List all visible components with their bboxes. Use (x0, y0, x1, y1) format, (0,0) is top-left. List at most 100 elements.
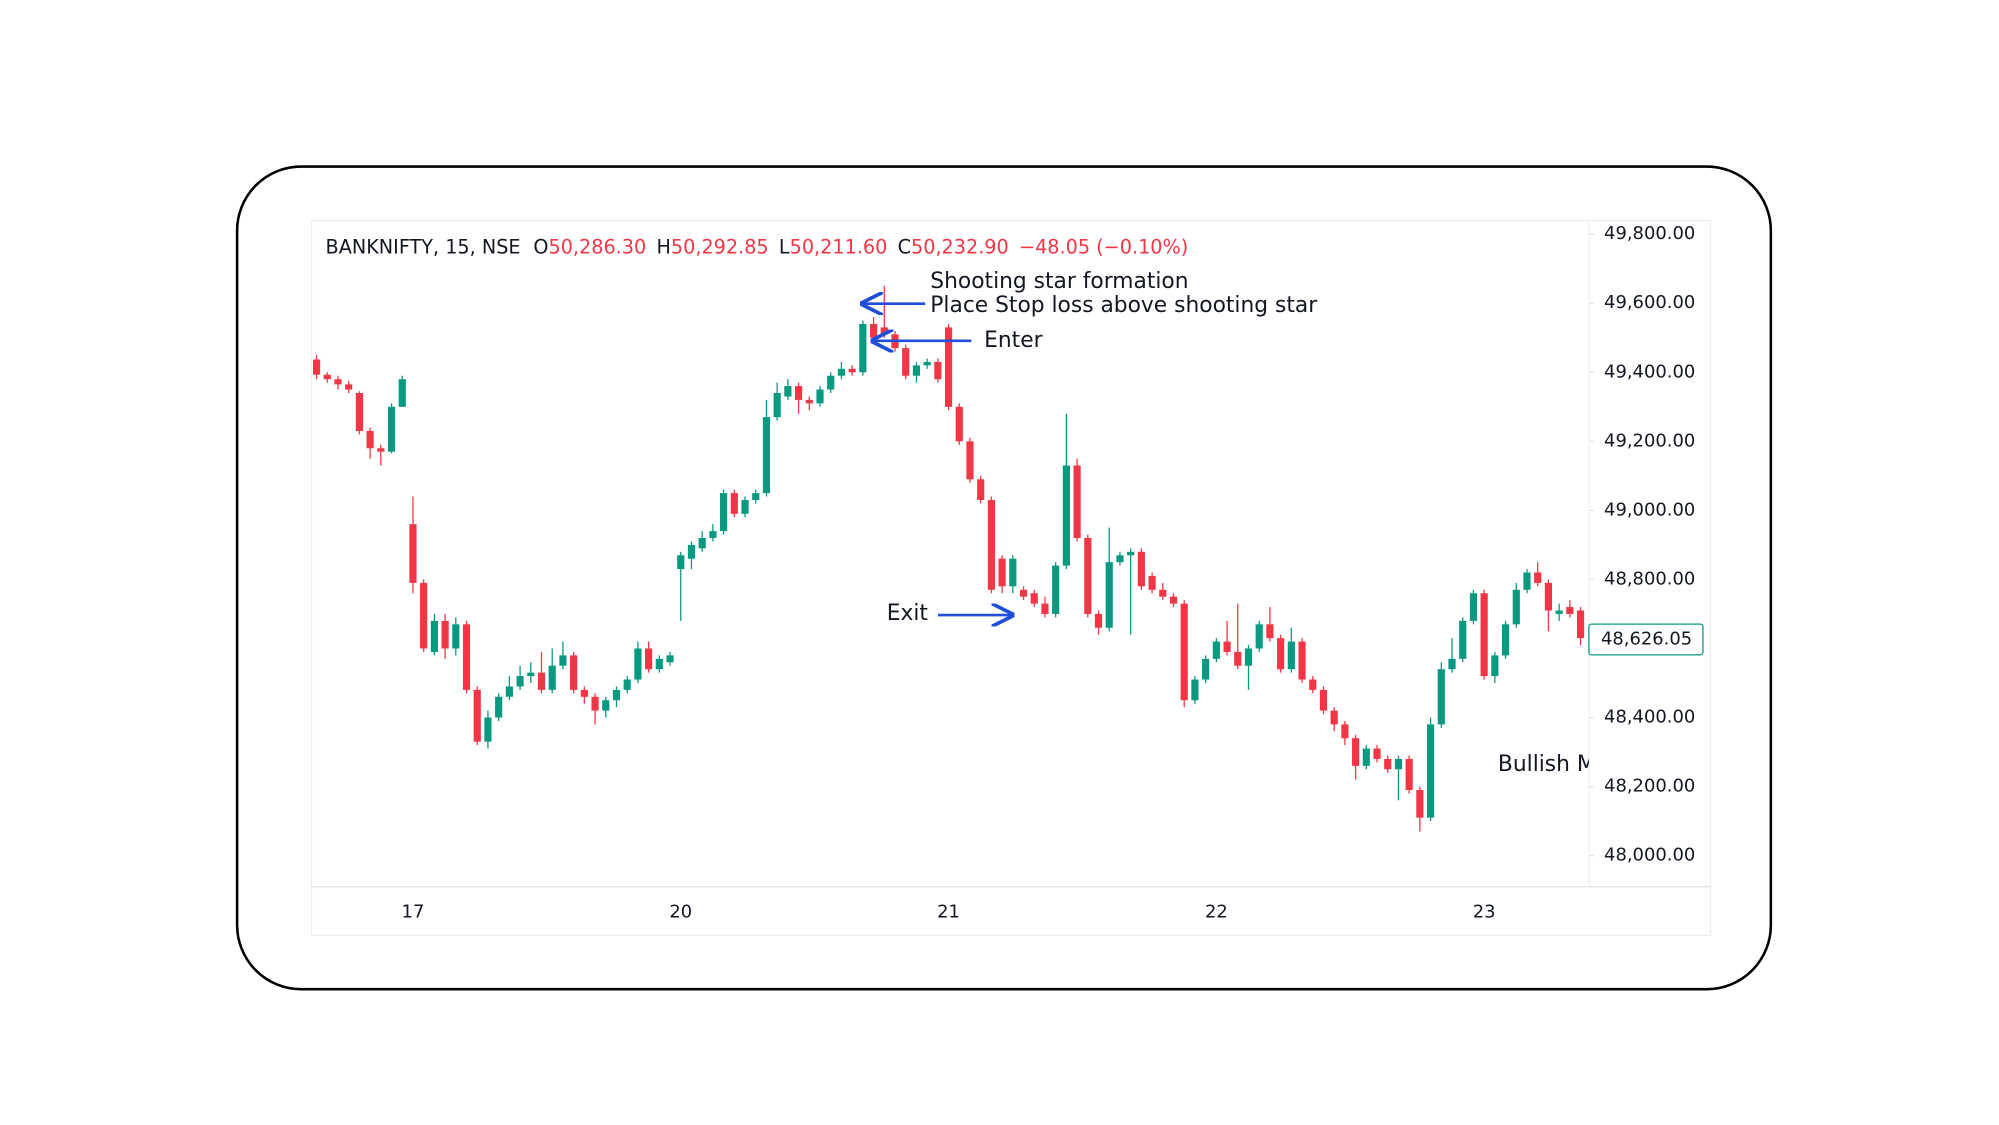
candle-body (1255, 624, 1263, 649)
ohlc-value: 50,211.60 (790, 235, 888, 258)
candle-body (591, 696, 599, 711)
candle-body (537, 672, 546, 690)
candle-body (1319, 689, 1328, 711)
x-tick-label: 21 (937, 901, 960, 922)
candle-body (1427, 724, 1435, 818)
candle-body (452, 624, 460, 649)
candle-body (1373, 748, 1381, 759)
candle-body (934, 361, 942, 380)
candle-body (730, 493, 738, 514)
x-tick-label: 22 (1205, 901, 1228, 922)
candle-body (1212, 641, 1220, 659)
annotation: Place Stop loss above shooting star (930, 293, 1317, 318)
candle-body (1394, 758, 1403, 770)
ohlc-value: 50,232.90 (911, 235, 1009, 258)
y-tick-label: 49,600.00 (1604, 292, 1695, 313)
y-tick-label: 48,000.00 (1604, 845, 1695, 866)
candle-body (1148, 575, 1156, 590)
candle-body (1576, 610, 1585, 639)
ohlc-value: 50,292.85 (671, 235, 769, 258)
candle-body (1073, 465, 1081, 538)
candle-body (1362, 748, 1370, 766)
candle-body (1469, 593, 1478, 621)
candle-body (1352, 738, 1360, 766)
candle-body (345, 384, 353, 390)
candle-body (1105, 562, 1113, 628)
candle-body (430, 620, 438, 652)
symbol: BANKNIFTY, 15, NSE (326, 235, 521, 258)
candle-body (1094, 613, 1103, 628)
candle-body (1191, 679, 1199, 701)
y-tick-label: 49,200.00 (1604, 430, 1695, 451)
candle-body (312, 359, 321, 375)
candle-body (634, 648, 642, 680)
candle-body (1491, 655, 1499, 677)
candle-body (462, 624, 471, 690)
ohlc-key: H (656, 235, 670, 258)
candle-body (1159, 589, 1167, 597)
overlay: 49,800.00 49,600.00 49,400.00 49,200.00 49,0… (402, 223, 1704, 922)
candle-body (977, 479, 985, 501)
change: −48.05 (−0.10%) (1019, 235, 1188, 258)
candle-body (1448, 658, 1456, 670)
candle-body (827, 375, 835, 390)
candle-body (1341, 724, 1349, 739)
x-tick-label: 23 (1473, 901, 1496, 922)
candle-body (1501, 624, 1510, 656)
candle-body (1223, 641, 1231, 652)
candle-body (944, 327, 953, 407)
annotation: Shooting star formation (930, 269, 1188, 294)
candle-body (1512, 589, 1520, 625)
x-tick-label: 20 (669, 901, 692, 922)
candle-body (709, 531, 717, 538)
candle-body (1116, 555, 1124, 563)
candle-body (1169, 596, 1178, 604)
candle-body (1405, 758, 1413, 791)
candle-body (1180, 603, 1188, 701)
candle-body (1052, 565, 1060, 614)
candle-body (1266, 624, 1274, 639)
annotation: Exit (887, 601, 929, 626)
candle-body (698, 537, 706, 549)
ohlc-value: 50,286.30 (548, 235, 646, 258)
candle-body (1287, 641, 1295, 670)
ohlc-key: L (779, 235, 790, 258)
candle-body (1137, 551, 1145, 587)
candle-body (966, 441, 974, 480)
candle-body (784, 386, 792, 397)
candle-body (902, 348, 910, 376)
candle-body (1202, 658, 1210, 680)
candle-body (420, 582, 428, 649)
candle-body (677, 555, 685, 570)
ohlc-key: O (533, 235, 548, 258)
candle-body (998, 558, 1006, 587)
candle-body (1234, 651, 1242, 666)
candle-body (1523, 572, 1531, 590)
y-tick-label: 48,200.00 (1604, 776, 1695, 797)
ohlc-key: C (898, 235, 911, 258)
candle-body (666, 655, 674, 663)
plot (312, 285, 1585, 832)
y-tick-label: 48,400.00 (1604, 707, 1695, 728)
y-tick-label: 49,000.00 (1604, 499, 1695, 520)
candle-body (741, 500, 749, 514)
candle-body (441, 620, 449, 649)
candle-body (1459, 620, 1467, 659)
candle-body (1384, 758, 1392, 770)
candle-body (570, 655, 578, 690)
candle-body (880, 327, 888, 335)
candle-body (805, 399, 813, 404)
candle-body (795, 386, 803, 400)
candle-body (559, 655, 567, 666)
last-price-box (1588, 623, 1704, 656)
candle-body (1062, 465, 1070, 566)
candle-body (398, 379, 406, 407)
candle-body (623, 679, 631, 690)
candle-body (1019, 589, 1028, 597)
candle-body (516, 676, 524, 687)
annotation: Enter (984, 328, 1042, 353)
y-tick-label: 48,800.00 (1604, 568, 1695, 589)
candle-body (720, 493, 728, 532)
candle-body (323, 374, 331, 380)
candle-body (1009, 558, 1017, 587)
